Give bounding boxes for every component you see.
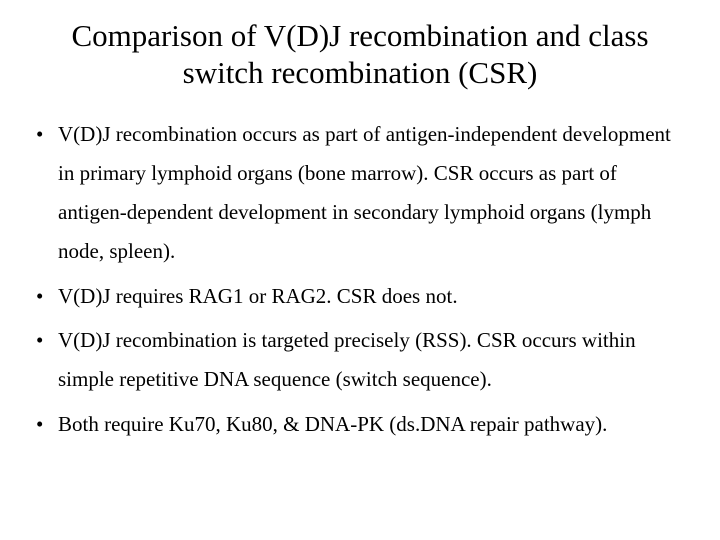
list-item: V(D)J recombination occurs as part of an… [34, 115, 686, 270]
slide: Comparison of V(D)J recombination and cl… [0, 0, 720, 540]
list-item: V(D)J recombination is targeted precisel… [34, 321, 686, 399]
list-item: V(D)J requires RAG1 or RAG2. CSR does no… [34, 277, 686, 316]
slide-title: Comparison of V(D)J recombination and cl… [28, 18, 692, 91]
bullet-list: V(D)J recombination occurs as part of an… [28, 115, 692, 444]
list-item: Both require Ku70, Ku80, & DNA-PK (ds.DN… [34, 405, 686, 444]
